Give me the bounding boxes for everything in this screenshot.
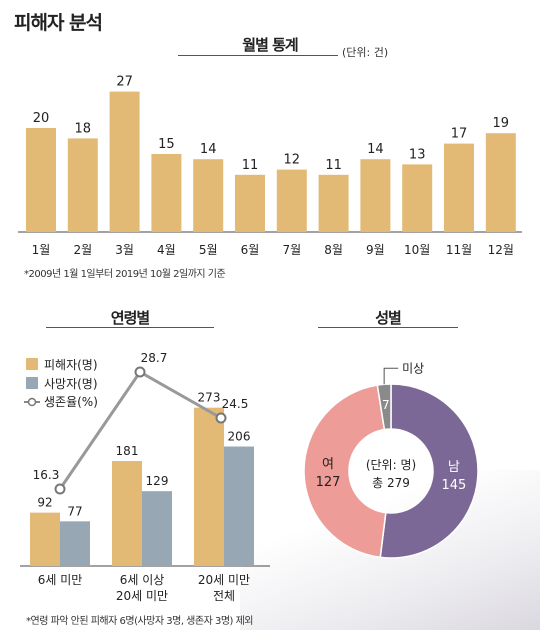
- donut-value-male: 145: [441, 478, 466, 493]
- donut-center-total: 총 279: [372, 476, 410, 490]
- monthly-category-label: 10월: [404, 243, 430, 257]
- monthly-bar: [276, 169, 307, 232]
- monthly-category-label: 8월: [324, 243, 343, 257]
- donut-label-female: 여: [322, 457, 334, 472]
- age-bar-deaths: [142, 491, 172, 566]
- monthly-bar: [444, 143, 474, 232]
- legend-swatch-deaths: [26, 377, 38, 389]
- age-category-label: 20세 미만: [116, 589, 168, 603]
- age-bar-deaths: [60, 521, 90, 566]
- age-value-label: 181: [116, 444, 139, 458]
- monthly-category-label: 4월: [157, 243, 176, 257]
- survival-rate-point: [215, 412, 227, 424]
- monthly-value-label: 19: [493, 116, 510, 131]
- gender-title-rule: [318, 327, 458, 328]
- monthly-bar: [109, 91, 140, 232]
- legend-label-victims: 피해자(명): [44, 358, 98, 372]
- gender-chart-title: 성별: [375, 309, 402, 327]
- monthly-bar: [318, 174, 349, 232]
- donut-center-unit: (단위: 명): [366, 458, 416, 472]
- donut-leader-unknown: [383, 367, 399, 385]
- donut-label-male: 남: [448, 460, 460, 475]
- age-title-rule: [46, 327, 214, 328]
- monthly-footnote: *2009년 1월 1일부터 2019년 10월 2일까지 기준: [24, 269, 226, 280]
- survival-rate-point: [134, 366, 146, 378]
- legend-label-deaths: 사망자(명): [44, 377, 98, 391]
- donut-slice-male: [379, 383, 479, 559]
- survival-rate-label: 24.5: [222, 397, 249, 411]
- monthly-value-label: 20: [33, 111, 50, 126]
- donut-slice-female: [303, 384, 387, 559]
- monthly-unit-note: (단위: 건): [342, 46, 389, 59]
- monthly-value-label: 11: [325, 158, 342, 173]
- monthly-category-label: 7월: [282, 243, 301, 257]
- monthly-bar: [193, 159, 224, 232]
- survival-rate-label: 28.7: [141, 351, 168, 365]
- monthly-value-label: 18: [75, 121, 92, 136]
- donut-label-unknown: 미상: [402, 361, 424, 375]
- monthly-category-label: 2월: [73, 243, 92, 257]
- monthly-category-label: 1월: [32, 243, 51, 257]
- monthly-category-label: 6월: [241, 243, 260, 257]
- monthly-value-label: 27: [116, 75, 133, 90]
- legend-swatch-victims: [26, 358, 38, 370]
- age-category-label: 6세 이상: [120, 573, 165, 587]
- age-category-label: 전체: [213, 589, 235, 603]
- age-category-label: 6세 미만: [38, 573, 83, 587]
- page-title: 피해자 분석: [14, 12, 103, 34]
- monthly-bar: [402, 164, 433, 232]
- legend-swatch-survival-point: [27, 397, 37, 407]
- donut-value-female: 127: [316, 475, 341, 490]
- age-category-label: 20세 미만: [198, 573, 250, 587]
- survival-rate-point: [54, 483, 66, 495]
- age-chart-title: 연령별: [110, 309, 150, 327]
- monthly-bar: [151, 154, 182, 232]
- legend-label-survival: 생존율(%): [44, 395, 98, 409]
- monthly-category-label: 9월: [366, 243, 385, 257]
- monthly-bar: [67, 138, 98, 232]
- monthly-category-label: 5월: [199, 243, 218, 257]
- monthly-title-rule: [178, 55, 338, 56]
- monthly-bar: [485, 133, 516, 232]
- age-value-label: 92: [37, 496, 52, 510]
- monthly-value-label: 17: [451, 127, 468, 142]
- age-bar-victims: [194, 407, 224, 566]
- age-bar-victims: [112, 461, 142, 566]
- monthly-category-label: 12월: [488, 243, 514, 257]
- donut-value-unknown: 7: [382, 398, 390, 412]
- age-footnote: *연령 파악 안된 피해자 6명(사망자 3명, 생존자 3명) 제외: [26, 616, 254, 627]
- monthly-value-label: 14: [200, 142, 217, 157]
- age-value-label: 129: [146, 474, 169, 488]
- age-value-label: 77: [67, 504, 82, 518]
- monthly-bar: [235, 174, 265, 232]
- monthly-value-label: 14: [367, 142, 384, 157]
- age-bar-victims: [30, 512, 60, 566]
- monthly-value-label: 12: [284, 153, 301, 168]
- age-value-label: 206: [228, 430, 251, 444]
- monthly-bar: [360, 159, 391, 232]
- monthly-value-label: 15: [158, 137, 175, 152]
- monthly-chart-title: 월별 통계: [242, 36, 298, 54]
- monthly-bar: [26, 128, 56, 232]
- age-value-label: 273: [198, 391, 221, 405]
- age-bar-deaths: [224, 446, 254, 566]
- monthly-category-label: 3월: [115, 243, 134, 257]
- monthly-category-label: 11월: [446, 243, 472, 257]
- monthly-value-label: 13: [409, 147, 426, 162]
- monthly-value-label: 11: [242, 158, 259, 173]
- survival-rate-label: 16.3: [33, 468, 60, 482]
- donut-slice-unknown: [376, 383, 392, 431]
